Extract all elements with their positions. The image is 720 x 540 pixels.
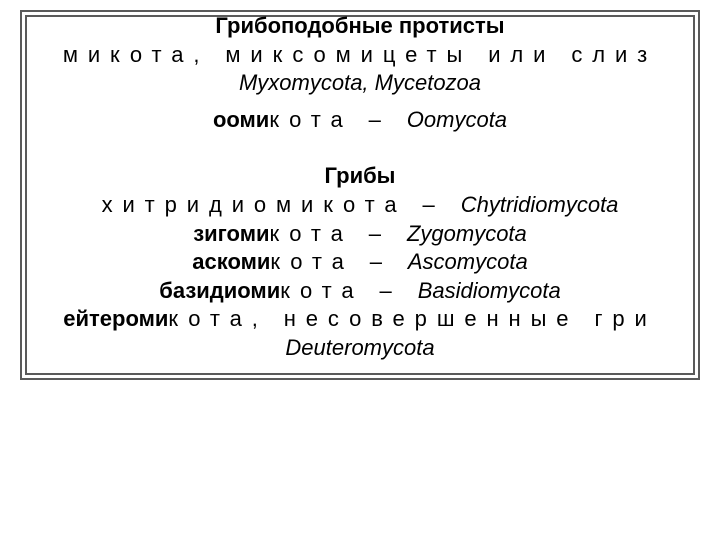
section2-row0-italic: Chytridiomycota — [461, 192, 619, 217]
slide: Грибоподобные протисты микота, миксомице… — [0, 0, 720, 540]
section2-row-0: хитридиомикота – Chytridiomycota — [0, 191, 720, 220]
section1-title: Грибоподобные протисты — [0, 12, 720, 41]
section2-row4-plain: кота, несовершенные гри — [168, 306, 656, 331]
section1-line2-plain: кота – — [269, 107, 406, 132]
section1-line1-latin: Myxomycota, Mycetozoa — [0, 69, 720, 98]
section2-row2-bold: аскоми — [192, 249, 270, 274]
section2-row3-italic: Basidiomycota — [418, 278, 561, 303]
section1-line2: оомикота – Oomycota — [0, 106, 720, 135]
section2-title: Грибы — [0, 162, 720, 191]
section2-row-2: аскомикота – Ascomycota — [0, 248, 720, 277]
section2-row1-italic: Zygomycota — [407, 221, 527, 246]
section2-row3-bold: базидиоми — [159, 278, 280, 303]
section1-line1: микота, миксомицеты или слиз — [0, 41, 720, 70]
section2-row4-bold: ейтероми — [63, 306, 168, 331]
section1-line2-italic: Oomycota — [407, 107, 507, 132]
section2-row2-plain: кота – — [270, 249, 407, 274]
section2-row3-plain: кота – — [280, 278, 417, 303]
section2-row-3: базидиомикота – Basidiomycota — [0, 277, 720, 306]
section2-row1-bold: зигоми — [193, 221, 269, 246]
section2-row-4: ейтеромикота, несовершенные гри — [0, 305, 720, 334]
slide-content: Грибоподобные протисты микота, миксомице… — [0, 12, 720, 363]
section2-row-1: зигомикота – Zygomycota — [0, 220, 720, 249]
section2-row2-italic: Ascomycota — [408, 249, 528, 274]
section1-line2-bold: ооми — [213, 107, 269, 132]
section1-line1-plain: микота, миксомицеты или слиз — [63, 42, 657, 67]
section2-row-5: Deuteromycota — [0, 334, 720, 363]
section2-row0-plain: хитридиомикота – — [102, 192, 461, 217]
section2-row1-plain: кота – — [270, 221, 407, 246]
